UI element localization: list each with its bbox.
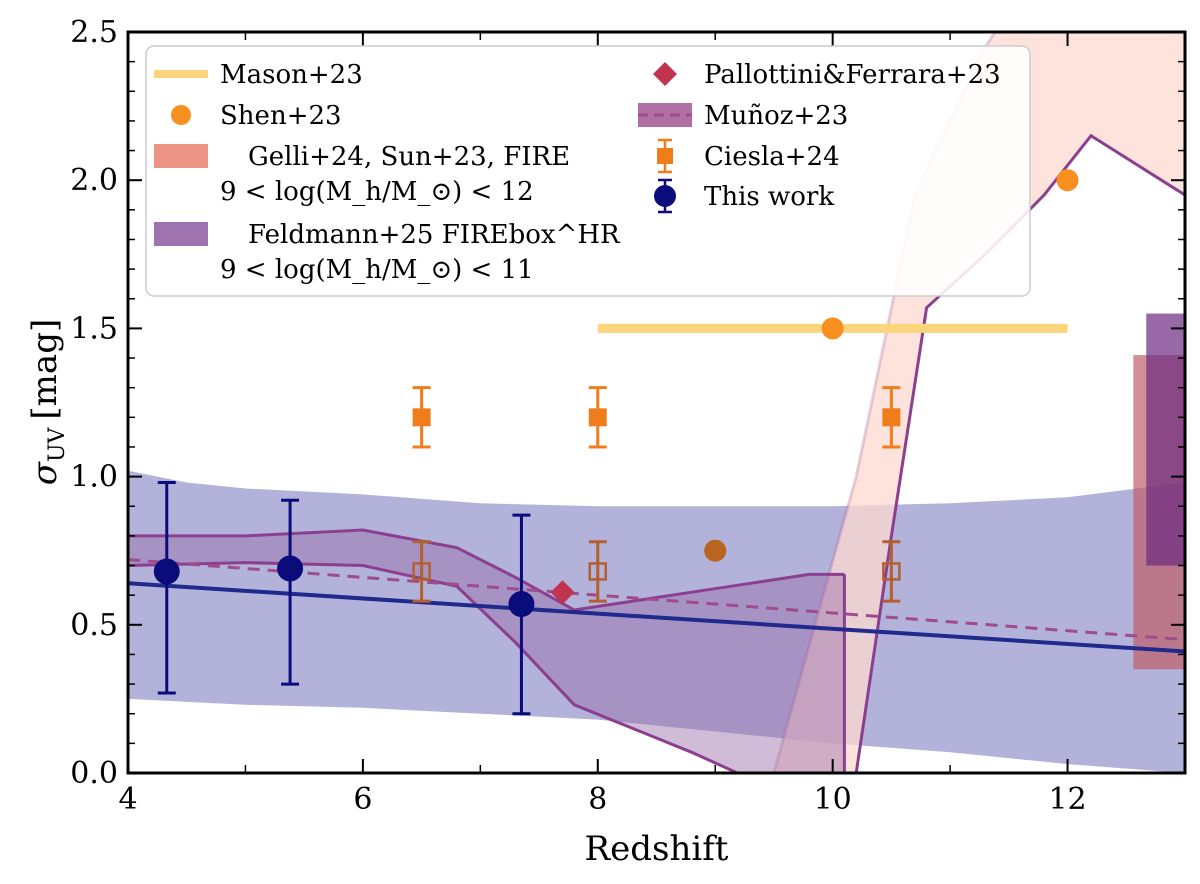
legend-entry-pallottini: Pallottini&Ferrara+23 bbox=[653, 60, 1001, 90]
this-work-marker bbox=[508, 591, 535, 618]
ciesla-point bbox=[588, 386, 607, 449]
feldmann-band-upper-edge bbox=[128, 528, 845, 612]
x-tick-label: 4 bbox=[118, 782, 137, 817]
y-tick-label: 0.0 bbox=[70, 756, 118, 791]
y-tick-label: 0.5 bbox=[70, 608, 118, 643]
axes-frame: 4 6 8 10 12 0.0 0.5 1.0 1.5 2.0 2.5 Redshift σUV [mag… bbox=[25, 15, 1187, 869]
legend-label: Ciesla+24 bbox=[704, 142, 840, 172]
legend-swatch bbox=[653, 62, 677, 86]
x-tick-label: 10 bbox=[814, 782, 852, 817]
ciesla-open-point bbox=[882, 540, 901, 603]
feldmann-band bbox=[128, 530, 845, 773]
feldmann-range-bar bbox=[1146, 313, 1185, 566]
legend-swatch bbox=[654, 185, 676, 207]
y-axis-label-subscript: UV bbox=[45, 426, 70, 462]
pallottini-point bbox=[550, 580, 575, 605]
legend-entry-ciesla: Ciesla+24 bbox=[657, 138, 840, 174]
legend-label-sub: 9 < log(M_h/M_⊙) < 12 bbox=[220, 177, 534, 207]
this-work-marker bbox=[153, 558, 180, 585]
legend-entry-feldmann: Feldmann+25 FIREbox^HR 9 < log(M_h/M_⊙) <… bbox=[154, 220, 621, 285]
munoz-fit-line bbox=[128, 558, 1185, 642]
y-tick-label: 2.0 bbox=[70, 163, 118, 198]
legend-entry-mason: Mason+23 bbox=[154, 60, 363, 90]
legend-entry-shen: Shen+23 bbox=[171, 101, 342, 131]
this-work-point bbox=[508, 513, 535, 716]
legend-label: Mason+23 bbox=[220, 60, 363, 90]
x-tick-label: 8 bbox=[588, 782, 607, 817]
shen-point bbox=[1056, 169, 1079, 192]
gelli-band bbox=[773, 32, 1185, 773]
legend-label: Feldmann+25 FIREbox^HR bbox=[248, 220, 621, 250]
legend-swatch bbox=[657, 148, 673, 164]
x-tick-label: 6 bbox=[353, 782, 372, 817]
y-tick-label: 2.5 bbox=[70, 15, 118, 50]
ciesla-open-point bbox=[588, 540, 608, 603]
this-work-marker bbox=[277, 555, 304, 582]
legend-entry-this_work: This work bbox=[654, 178, 834, 214]
this-work-fit-line bbox=[128, 581, 1185, 654]
legend-label: Pallottini&Ferrara+23 bbox=[704, 60, 1001, 90]
this-work-point bbox=[153, 481, 180, 695]
ciesla-marker bbox=[412, 408, 431, 427]
ciesla-open-marker bbox=[882, 562, 901, 581]
legend: Mason+23 Shen+23 Gelli+24, Sun+23, FIRE 9 <… bbox=[145, 45, 1031, 297]
shen-point bbox=[821, 317, 844, 340]
x-axis-label: Redshift bbox=[585, 829, 729, 869]
y-axis-label: σUV [mag] bbox=[25, 319, 70, 485]
ciesla-open-marker bbox=[412, 562, 431, 581]
plot-area bbox=[128, 32, 1185, 773]
ciesla-marker bbox=[882, 408, 901, 427]
legend-label: Shen+23 bbox=[220, 101, 342, 131]
ciesla-open-marker bbox=[588, 562, 608, 581]
legend-label: Muñoz+23 bbox=[704, 101, 848, 131]
legend-swatch bbox=[154, 144, 208, 168]
ciesla-marker bbox=[588, 408, 607, 427]
legend-entry-gelli: Gelli+24, Sun+23, FIRE 9 < log(M_h/M_⊙) <… bbox=[154, 142, 570, 207]
feldmann-band-lower-edge bbox=[128, 561, 742, 773]
this-work-band bbox=[128, 470, 1185, 773]
y-axis-label-symbol: σ bbox=[25, 461, 65, 485]
y-tick-label: 1.0 bbox=[70, 460, 118, 495]
y-tick-label: 1.5 bbox=[70, 311, 118, 346]
x-tick-label: 12 bbox=[1048, 782, 1086, 817]
legend-label: Gelli+24, Sun+23, FIRE bbox=[248, 142, 570, 172]
ciesla-point bbox=[412, 386, 431, 449]
plot-frame bbox=[126, 30, 1187, 775]
shen-point bbox=[704, 539, 727, 562]
ciesla-open-point bbox=[412, 540, 431, 603]
legend-entry-munoz: Muñoz+23 bbox=[638, 101, 848, 131]
legend-label: This work bbox=[704, 182, 834, 212]
legend-swatch bbox=[171, 105, 191, 125]
ciesla-point bbox=[882, 386, 901, 449]
legend-box bbox=[145, 45, 1031, 297]
y-axis-label-unit: [mag] bbox=[25, 319, 65, 420]
this-work-point bbox=[277, 498, 304, 686]
legend-swatch bbox=[154, 222, 208, 246]
legend-swatch bbox=[154, 70, 208, 78]
legend-label-sub: 9 < log(M_h/M_⊙) < 11 bbox=[220, 255, 534, 285]
